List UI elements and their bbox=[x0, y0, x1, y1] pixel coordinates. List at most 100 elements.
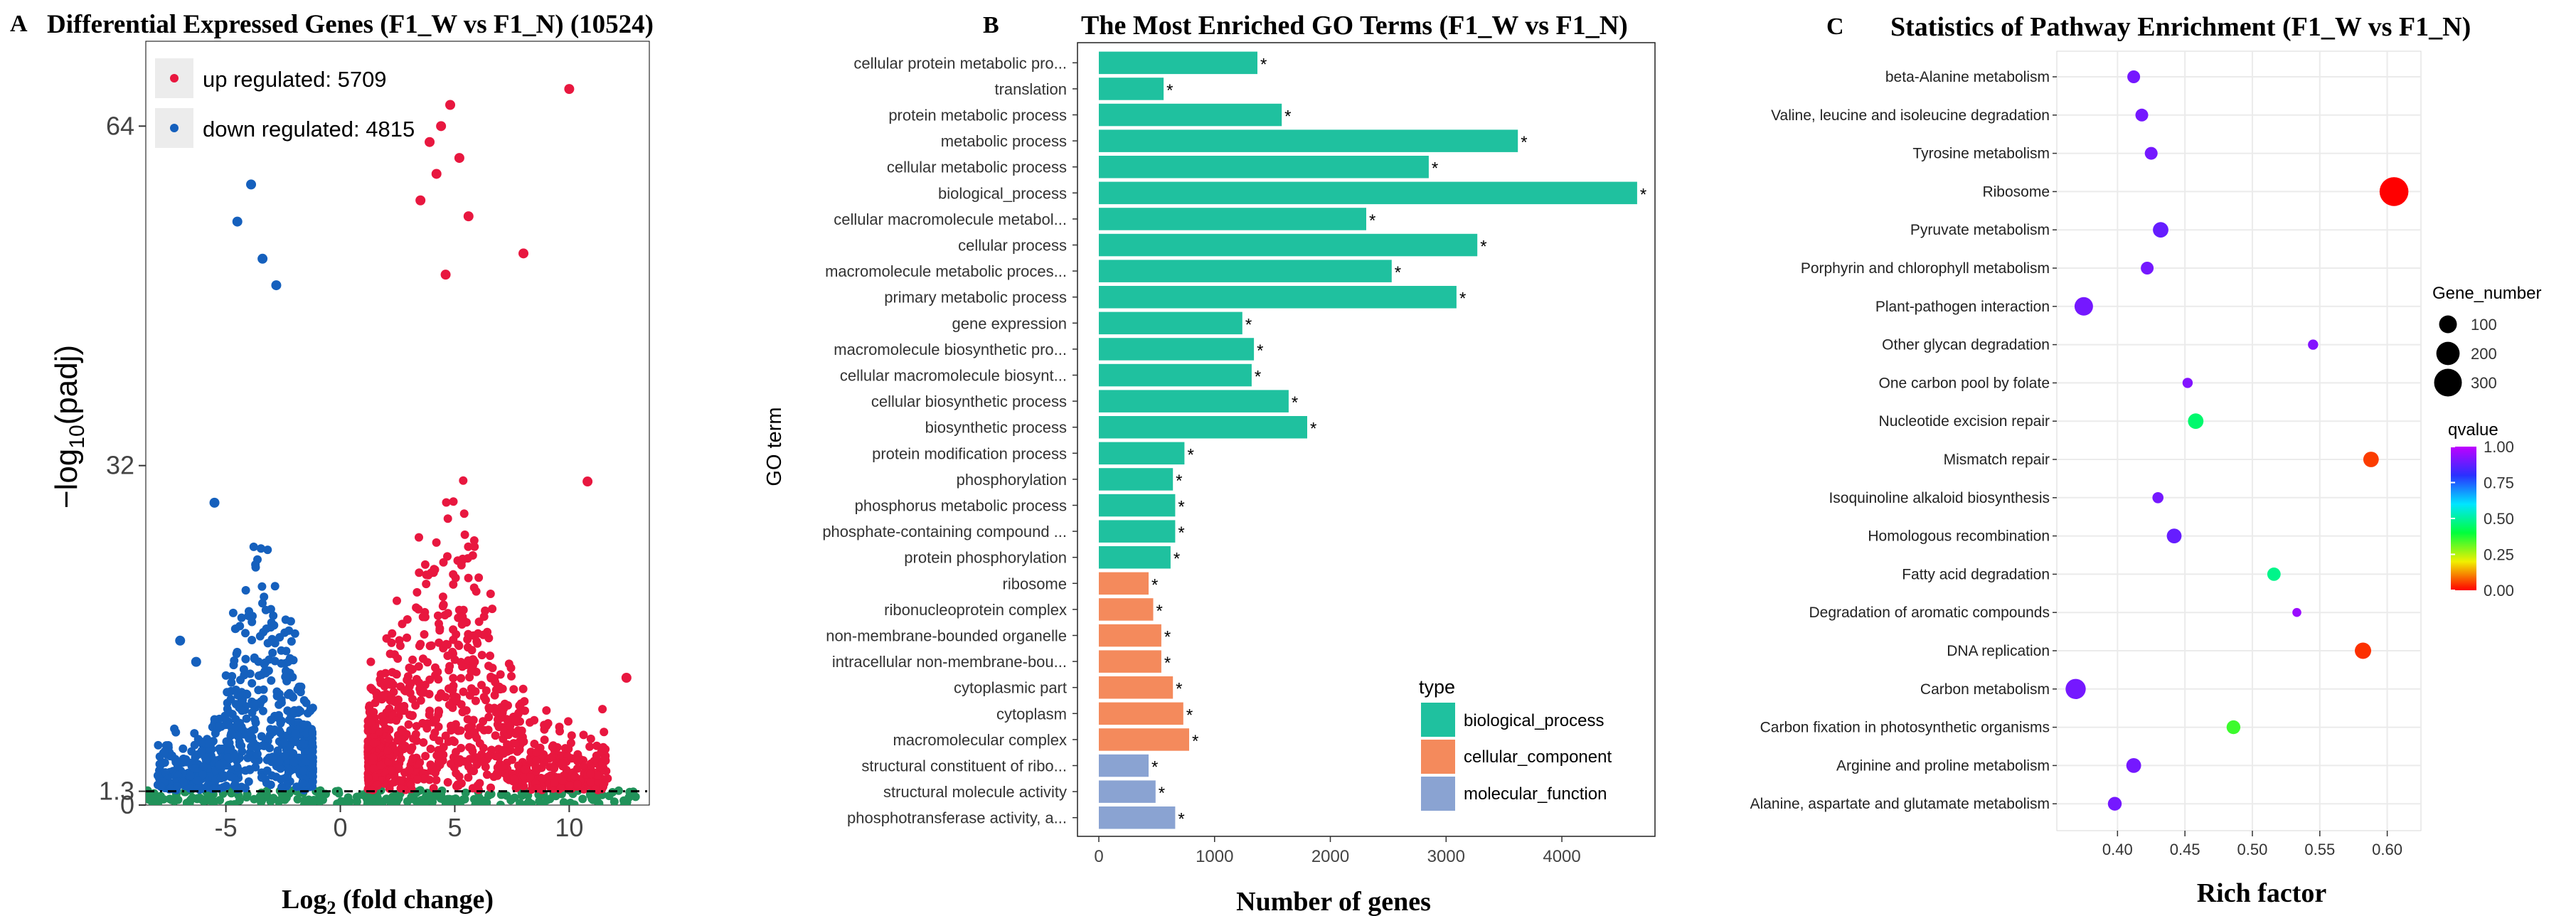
volcano-up-point bbox=[436, 121, 447, 132]
go-bar bbox=[1099, 624, 1161, 647]
panel-b: B The Most Enriched GO Terms (F1_W vs F1… bbox=[763, 11, 1656, 916]
qvalue-legend-label: 0.25 bbox=[2484, 546, 2514, 564]
volcano-gene-point bbox=[334, 789, 344, 798]
go-significance-star: * bbox=[1187, 445, 1193, 464]
volcano-gene-point bbox=[531, 757, 541, 766]
volcano-gene-point bbox=[484, 713, 494, 722]
volcano-down-point bbox=[257, 253, 268, 264]
pathway-point bbox=[2135, 108, 2149, 122]
pathway-point bbox=[2379, 177, 2409, 206]
volcano-gene-point bbox=[543, 795, 552, 804]
volcano-gene-point bbox=[248, 636, 257, 644]
volcano-gene-point bbox=[280, 738, 289, 747]
volcano-gene-point bbox=[363, 773, 373, 782]
volcano-gene-point bbox=[302, 698, 311, 708]
go-term-label: cellular macromolecule biosynt... bbox=[840, 367, 1067, 385]
go-bar bbox=[1099, 650, 1161, 673]
go-significance-star: * bbox=[1178, 523, 1184, 543]
go-term-label: phosphorus metabolic process bbox=[855, 497, 1067, 515]
volcano-gene-point bbox=[449, 673, 458, 683]
volcano-gene-point bbox=[411, 730, 420, 739]
volcano-gene-point bbox=[381, 669, 390, 678]
volcano-gene-point bbox=[156, 782, 166, 792]
pathway-label: Valine, leucine and isoleucine degradati… bbox=[1771, 107, 2050, 124]
go-bar bbox=[1099, 78, 1164, 100]
volcano-gene-point bbox=[197, 746, 206, 755]
volcano-gene-point bbox=[306, 704, 315, 713]
volcano-gene-point bbox=[248, 708, 257, 717]
volcano-gene-point bbox=[567, 731, 576, 740]
volcano-gene-point bbox=[439, 558, 448, 567]
volcano-gene-point bbox=[465, 691, 474, 700]
go-term-label: phosphorylation bbox=[957, 471, 1067, 489]
volcano-gene-point bbox=[396, 755, 405, 763]
volcano-gene-point bbox=[198, 737, 207, 747]
volcano-gene-point bbox=[226, 695, 235, 704]
volcano-gene-point bbox=[548, 752, 558, 760]
volcano-gene-point bbox=[474, 629, 483, 638]
go-bar bbox=[1099, 103, 1282, 127]
volcano-gene-point bbox=[497, 762, 506, 771]
volcano-gene-point bbox=[474, 573, 484, 582]
volcano-gene-point bbox=[171, 728, 181, 737]
volcano-gene-point bbox=[459, 605, 468, 614]
volcano-gene-point bbox=[308, 728, 316, 737]
volcano-gene-point bbox=[598, 705, 607, 714]
pathway-label: Tyrosine metabolism bbox=[1912, 146, 2050, 162]
volcano-gene-point bbox=[257, 773, 266, 782]
volcano-y-tick-label: 1.3 bbox=[99, 777, 134, 806]
volcano-gene-point bbox=[457, 558, 465, 568]
volcano-gene-point bbox=[438, 592, 447, 602]
go-significance-star: * bbox=[1164, 628, 1171, 647]
volcano-gene-point bbox=[484, 725, 493, 735]
volcano-gene-point bbox=[267, 676, 276, 685]
volcano-gene-point bbox=[530, 715, 539, 725]
volcano-gene-point bbox=[565, 799, 574, 805]
volcano-gene-point bbox=[416, 696, 425, 705]
go-term-label: metabolic process bbox=[941, 132, 1067, 150]
volcano-gene-point bbox=[599, 782, 607, 792]
volcano-down-point bbox=[271, 280, 282, 291]
volcano-gene-point bbox=[438, 602, 447, 611]
volcano-legend: up regulated: 5709 down regulated: 4815 bbox=[155, 58, 415, 148]
volcano-gene-point bbox=[573, 756, 582, 765]
volcano-gene-point bbox=[400, 686, 409, 695]
go-term-label: macromolecule biosynthetic pro... bbox=[834, 341, 1067, 358]
legend-bp-label: biological_process bbox=[1464, 711, 1604, 730]
pathway-point bbox=[2152, 492, 2163, 504]
go-bar bbox=[1099, 572, 1149, 595]
volcano-gene-point bbox=[254, 671, 263, 681]
go-term-label: non-membrane-bounded organelle bbox=[826, 627, 1067, 645]
volcano-gene-point bbox=[366, 657, 376, 666]
panel-c-letter: C bbox=[1826, 14, 1844, 40]
volcano-gene-point bbox=[215, 760, 224, 769]
volcano-gene-point bbox=[600, 755, 610, 764]
volcano-gene-point bbox=[262, 779, 271, 787]
volcano-gene-point bbox=[309, 796, 319, 804]
go-term-label: cellular protein metabolic pro... bbox=[853, 54, 1067, 72]
volcano-gene-point bbox=[448, 736, 457, 745]
volcano-gene-point bbox=[464, 542, 473, 551]
gene-number-legend-dot bbox=[2434, 368, 2462, 397]
volcano-gene-point bbox=[406, 678, 415, 688]
volcano-gene-point bbox=[369, 708, 378, 717]
volcano-gene-point bbox=[457, 673, 466, 683]
volcano-gene-point bbox=[251, 560, 260, 569]
volcano-gene-point bbox=[459, 687, 468, 696]
volcano-gene-point bbox=[287, 637, 296, 646]
volcano-gene-point bbox=[415, 533, 423, 542]
volcano-gene-point bbox=[299, 720, 308, 729]
volcano-gene-point bbox=[441, 731, 450, 740]
volcano-gene-point bbox=[291, 729, 300, 737]
volcano-down-point bbox=[191, 656, 201, 667]
volcano-gene-point bbox=[284, 657, 292, 666]
volcano-gene-point bbox=[155, 752, 164, 761]
volcano-gene-point bbox=[293, 794, 302, 804]
volcano-gene-point bbox=[400, 701, 409, 710]
volcano-gene-point bbox=[421, 752, 430, 761]
volcano-gene-point bbox=[504, 659, 513, 669]
volcano-x-tick-label: 5 bbox=[447, 813, 462, 842]
pathway-label: Porphyrin and chlorophyll metabolism bbox=[1801, 260, 2050, 277]
volcano-gene-point bbox=[277, 659, 286, 668]
volcano-gene-point bbox=[259, 685, 268, 694]
